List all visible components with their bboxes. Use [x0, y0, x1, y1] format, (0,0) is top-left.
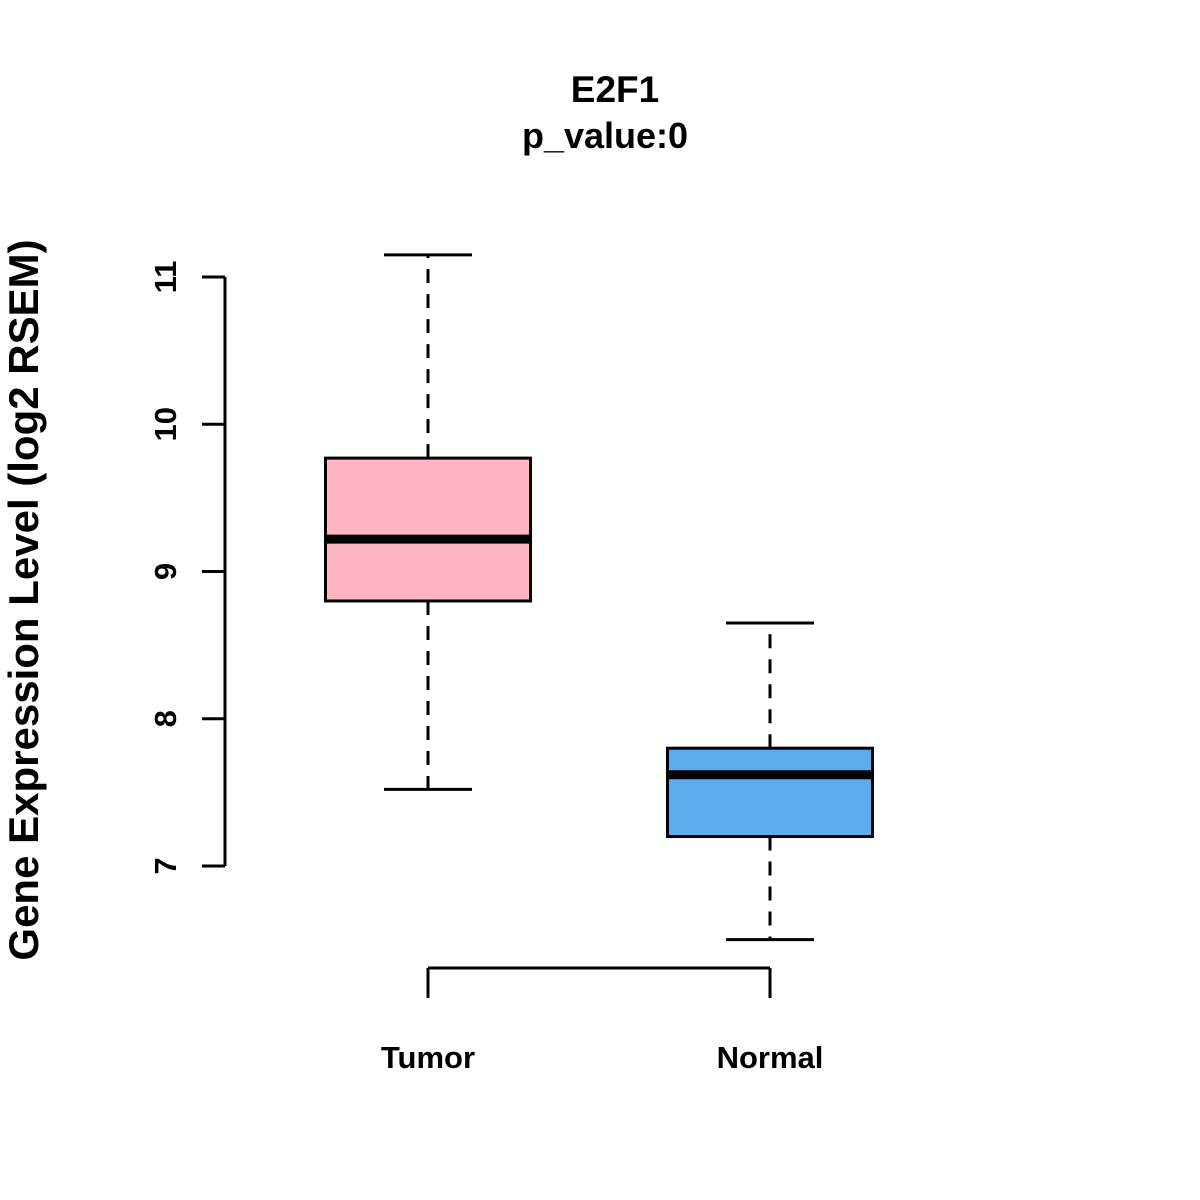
chart-subtitle: p_value:0	[522, 115, 688, 156]
y-tick-label: 7	[148, 857, 183, 874]
y-tick-label: 8	[148, 710, 183, 727]
box-tumor	[324, 456, 532, 603]
category-label-normal: Normal	[717, 1040, 824, 1075]
y-tick-label: 11	[148, 261, 183, 294]
y-tick-label: 9	[148, 563, 183, 580]
box-normal	[666, 746, 874, 839]
y-tick-label: 10	[148, 407, 183, 441]
y-axis-label: Gene Expression Level (log2 RSEM)	[0, 239, 47, 960]
box-group	[324, 253, 874, 942]
category-label-tumor: Tumor	[381, 1040, 475, 1075]
chart-title: E2F1	[571, 69, 659, 110]
y-axis: 7 8 9 10 11	[148, 261, 227, 875]
x-axis: Tumor Normal	[381, 966, 824, 1075]
